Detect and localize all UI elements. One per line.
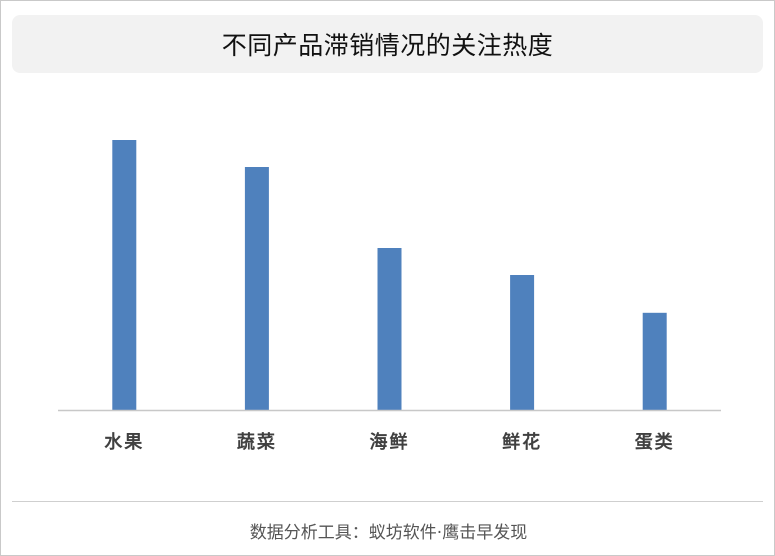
bar-1	[112, 140, 137, 410]
chart-title: 不同产品滞销情况的关注热度	[221, 31, 554, 60]
category-label-2: 蔬菜	[237, 432, 277, 453]
category-label-3: 海鲜	[370, 431, 410, 453]
category-label-4: 鲜花	[502, 431, 542, 453]
footer-divider	[12, 501, 763, 502]
category-label-5: 蛋类	[635, 431, 675, 453]
bar-5	[642, 312, 667, 410]
footer-source: 数据分析工具：蚁坊软件·鹰击早发现	[249, 523, 528, 543]
bar-2	[244, 167, 269, 410]
category-label-1: 水果	[104, 431, 144, 453]
title-bar: 不同产品滞销情况的关注热度	[12, 15, 763, 73]
bar-3	[377, 248, 402, 410]
bars-group	[112, 140, 667, 410]
bar-4	[510, 275, 535, 410]
category-labels: 水果 蔬菜 海鲜 鲜花 蛋类	[104, 431, 675, 453]
